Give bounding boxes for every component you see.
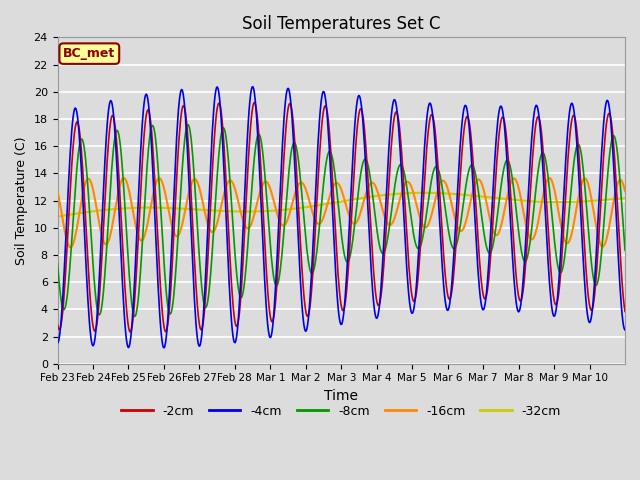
- Title: Soil Temperatures Set C: Soil Temperatures Set C: [242, 15, 440, 33]
- Y-axis label: Soil Temperature (C): Soil Temperature (C): [15, 136, 28, 265]
- X-axis label: Time: Time: [324, 389, 358, 403]
- Text: BC_met: BC_met: [63, 47, 115, 60]
- Legend: -2cm, -4cm, -8cm, -16cm, -32cm: -2cm, -4cm, -8cm, -16cm, -32cm: [116, 400, 566, 423]
